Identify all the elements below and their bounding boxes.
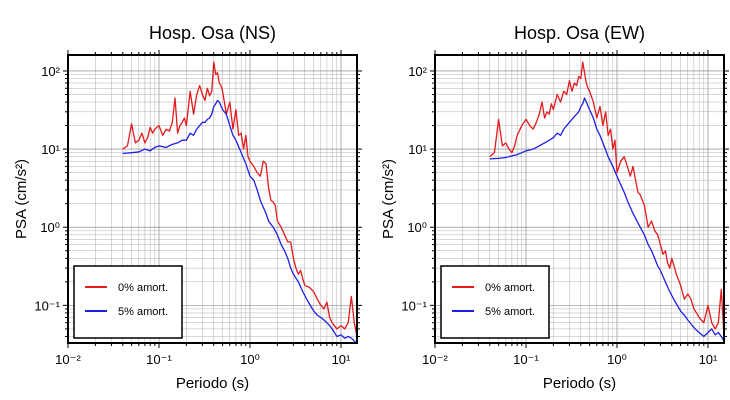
y-tick-label: 10² xyxy=(41,64,60,79)
axis-ticks xyxy=(63,50,362,348)
legend-label: 5% amort. xyxy=(118,306,168,318)
chart-panel-ew: 10⁻² 10⁻¹ 10⁰ 10¹ 10⁻¹ 10⁰ 10¹ 10² Hosp. Osa (EW… xyxy=(380,23,729,392)
grid xyxy=(67,55,357,343)
x-tick-label: 10⁻¹ xyxy=(146,352,172,367)
legend-box xyxy=(440,265,550,339)
x-axis-label: Periodo (s) xyxy=(543,375,616,392)
y-axis-label: PSA (cm/s²) xyxy=(380,159,397,239)
y-axis-label: PSA (cm/s²) xyxy=(13,159,30,239)
x-tick-label: 10¹ xyxy=(699,352,718,367)
chart-panel-ns: 10⁻² 10⁻¹ 10⁰ 10¹ 10⁻¹ 10⁰ 10¹ 10² Hosp. Osa (NS… xyxy=(13,23,362,392)
chart-title: Hosp. Osa (EW) xyxy=(514,23,645,43)
y-tick-label: 10¹ xyxy=(408,142,427,157)
series-line-5pct xyxy=(489,97,724,342)
chart-title: Hosp. Osa (NS) xyxy=(149,23,276,43)
y-tick-label: 10⁰ xyxy=(40,220,60,235)
series-line-0pct xyxy=(122,61,357,337)
x-tick-label: 10⁰ xyxy=(240,352,260,367)
x-tick-label: 10⁻¹ xyxy=(513,352,539,367)
legend-label: 5% amort. xyxy=(485,306,535,318)
series-line-5pct xyxy=(122,99,357,343)
x-tick-label: 10⁰ xyxy=(607,352,627,367)
legend: 0% amort. 5% amort. xyxy=(440,265,550,339)
series-group xyxy=(122,61,357,343)
x-tick-label: 10¹ xyxy=(332,352,351,367)
legend-box xyxy=(73,265,183,339)
axis-ticks xyxy=(430,50,729,348)
y-tick-label: 10² xyxy=(408,64,427,79)
y-tick-label: 10⁻¹ xyxy=(34,298,60,313)
legend-label: 0% amort. xyxy=(485,282,535,294)
series-group xyxy=(489,61,724,342)
legend-label: 0% amort. xyxy=(118,282,168,294)
y-tick-label: 10⁻¹ xyxy=(401,298,427,313)
plot-frame xyxy=(434,54,725,344)
x-tick-label: 10⁻² xyxy=(422,352,448,367)
y-tick-label: 10¹ xyxy=(41,142,60,157)
plot-frame xyxy=(67,54,358,344)
x-tick-label: 10⁻² xyxy=(55,352,81,367)
legend: 0% amort. 5% amort. xyxy=(73,265,183,339)
y-tick-label: 10⁰ xyxy=(407,220,427,235)
series-line-0pct xyxy=(489,61,724,337)
x-axis-label: Periodo (s) xyxy=(176,375,249,392)
